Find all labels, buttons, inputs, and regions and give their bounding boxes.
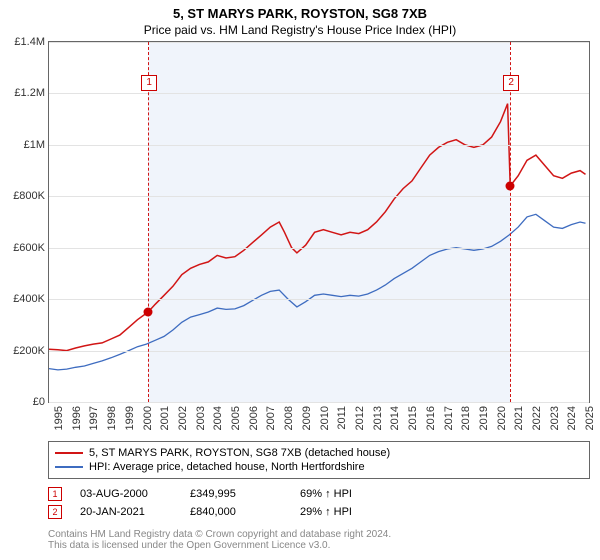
y-gridline bbox=[49, 402, 589, 403]
y-tick-label: £1.4M bbox=[3, 36, 45, 48]
x-tick-label: 1999 bbox=[124, 406, 136, 430]
x-tick-label: 2016 bbox=[425, 406, 437, 430]
x-tick-label: 2011 bbox=[336, 406, 348, 430]
sale-marker-dot-2 bbox=[506, 182, 515, 191]
y-tick-label: £800K bbox=[3, 190, 45, 202]
chart-plot-area: £0£200K£400K£600K£800K£1M£1.2M£1.4M19951… bbox=[48, 41, 590, 403]
sale-marker-dot-1 bbox=[144, 308, 153, 317]
x-tick-label: 1998 bbox=[106, 406, 118, 430]
x-tick-label: 2012 bbox=[354, 406, 366, 430]
x-tick-label: 2006 bbox=[248, 406, 260, 430]
x-tick-label: 2000 bbox=[142, 406, 154, 430]
legend-swatch-price-paid bbox=[55, 452, 83, 454]
y-gridline bbox=[49, 145, 589, 146]
x-tick-label: 2015 bbox=[407, 406, 419, 430]
y-gridline bbox=[49, 299, 589, 300]
y-tick-label: £0 bbox=[3, 396, 45, 408]
x-tick-label: 2014 bbox=[389, 406, 401, 430]
legend-row-price-paid: 5, ST MARYS PARK, ROYSTON, SG8 7XB (deta… bbox=[55, 446, 583, 460]
x-tick-label: 2024 bbox=[566, 406, 578, 430]
x-tick-label: 2017 bbox=[443, 406, 455, 430]
x-tick-label: 2018 bbox=[460, 406, 472, 430]
x-tick-label: 1995 bbox=[53, 406, 65, 430]
sale-date-2: 20-JAN-2021 bbox=[80, 506, 172, 518]
legend-swatch-hpi bbox=[55, 466, 83, 468]
x-tick-label: 2010 bbox=[319, 406, 331, 430]
legend: 5, ST MARYS PARK, ROYSTON, SG8 7XB (deta… bbox=[48, 441, 590, 479]
x-tick-label: 2008 bbox=[283, 406, 295, 430]
series-hpi bbox=[49, 214, 586, 370]
x-tick-label: 2013 bbox=[372, 406, 384, 430]
sale-vline-2 bbox=[510, 42, 511, 402]
x-tick-label: 2023 bbox=[549, 406, 561, 430]
sale-vline-1 bbox=[148, 42, 149, 402]
sale-price-1: £349,995 bbox=[190, 488, 282, 500]
footnote-copyright: Contains HM Land Registry data © Crown c… bbox=[48, 529, 590, 540]
x-tick-label: 2001 bbox=[159, 406, 171, 430]
sale-marker-box-2: 2 bbox=[503, 75, 519, 91]
sale-delta-1: 69% ↑ HPI bbox=[300, 488, 392, 500]
footnote-licence: This data is licensed under the Open Gov… bbox=[48, 540, 590, 551]
x-tick-label: 2007 bbox=[265, 406, 277, 430]
sale-price-2: £840,000 bbox=[190, 506, 282, 518]
sale-marker-box-1: 1 bbox=[141, 75, 157, 91]
sale-row-2: 2 20-JAN-2021 £840,000 29% ↑ HPI bbox=[48, 503, 590, 521]
y-tick-label: £200K bbox=[3, 345, 45, 357]
sale-row-1: 1 03-AUG-2000 £349,995 69% ↑ HPI bbox=[48, 485, 590, 503]
chart-subtitle: Price paid vs. HM Land Registry's House … bbox=[0, 21, 600, 41]
chart-title: 5, ST MARYS PARK, ROYSTON, SG8 7XB bbox=[0, 0, 600, 21]
sale-marker-2: 2 bbox=[48, 505, 62, 519]
sales-table: 1 03-AUG-2000 £349,995 69% ↑ HPI 2 20-JA… bbox=[48, 485, 590, 521]
legend-label-price-paid: 5, ST MARYS PARK, ROYSTON, SG8 7XB (deta… bbox=[89, 447, 390, 459]
sale-marker-1: 1 bbox=[48, 487, 62, 501]
y-tick-label: £600K bbox=[3, 242, 45, 254]
legend-label-hpi: HPI: Average price, detached house, Nort… bbox=[89, 461, 365, 473]
x-tick-label: 2003 bbox=[195, 406, 207, 430]
x-tick-label: 2022 bbox=[531, 406, 543, 430]
series-price-paid bbox=[49, 104, 586, 351]
y-tick-label: £400K bbox=[3, 293, 45, 305]
chart-svg bbox=[49, 42, 589, 402]
x-tick-label: 2002 bbox=[177, 406, 189, 430]
x-tick-label: 1997 bbox=[88, 406, 100, 430]
y-tick-label: £1.2M bbox=[3, 87, 45, 99]
y-tick-label: £1M bbox=[3, 139, 45, 151]
x-tick-label: 2021 bbox=[513, 406, 525, 430]
x-tick-label: 2004 bbox=[212, 406, 224, 430]
y-gridline bbox=[49, 42, 589, 43]
x-tick-label: 2009 bbox=[301, 406, 313, 430]
sale-date-1: 03-AUG-2000 bbox=[80, 488, 172, 500]
x-tick-label: 2025 bbox=[584, 406, 596, 430]
legend-row-hpi: HPI: Average price, detached house, Nort… bbox=[55, 460, 583, 474]
x-tick-label: 2019 bbox=[478, 406, 490, 430]
y-gridline bbox=[49, 248, 589, 249]
y-gridline bbox=[49, 196, 589, 197]
y-gridline bbox=[49, 93, 589, 94]
x-tick-label: 2005 bbox=[230, 406, 242, 430]
sale-delta-2: 29% ↑ HPI bbox=[300, 506, 392, 518]
x-tick-label: 2020 bbox=[496, 406, 508, 430]
x-tick-label: 1996 bbox=[71, 406, 83, 430]
y-gridline bbox=[49, 351, 589, 352]
